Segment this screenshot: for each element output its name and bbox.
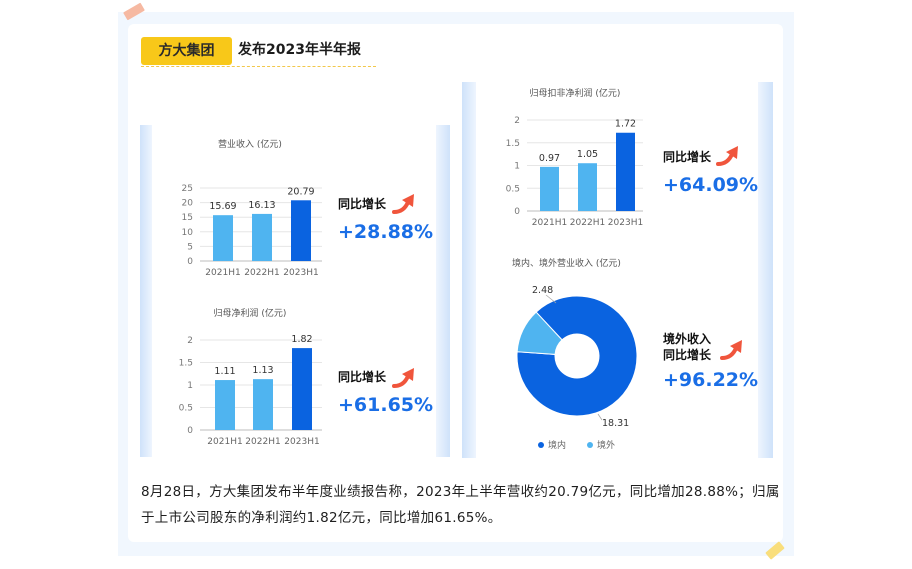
y-tick-label-revenue: 10 (182, 228, 194, 238)
y-tick-label-net-profit: 2 (187, 336, 193, 346)
growth-label-deducted-profit: 同比增长 (663, 149, 712, 164)
x-tick-label-deducted-profit: 2022H1 (570, 218, 605, 228)
bar-net-profit-2023H1 (292, 348, 312, 430)
left-panel-stripe-left (140, 125, 152, 457)
legend-marker-domestic (538, 442, 544, 448)
chart-title-deducted-profit: 归母扣非净利润 (亿元) (530, 87, 621, 99)
bar-deducted-profit-2022H1 (578, 163, 597, 211)
bar-revenue-2022H1 (252, 213, 272, 261)
x-tick-label-net-profit: 2022H1 (245, 437, 280, 447)
pie-leader-domestic (597, 413, 603, 421)
chart-title-revenue: 营业收入 (亿元) (218, 138, 282, 150)
y-tick-label-revenue: 15 (182, 213, 193, 223)
y-tick-label-net-profit: 1 (187, 381, 193, 391)
y-tick-label-revenue: 5 (187, 242, 193, 252)
y-tick-label-deducted-profit: 0.5 (506, 184, 520, 194)
x-tick-label-revenue: 2021H1 (205, 268, 240, 278)
y-tick-label-net-profit: 0.5 (179, 404, 193, 414)
right-panel-stripe-left (462, 82, 476, 458)
y-tick-label-net-profit: 1.5 (179, 359, 193, 369)
y-tick-label-revenue: 0 (187, 257, 193, 267)
growth-label-net-profit: 同比增长 (338, 369, 387, 384)
data-label-deducted-profit: 1.72 (615, 119, 636, 130)
x-tick-label-deducted-profit: 2021H1 (532, 218, 567, 228)
legend-marker-overseas (587, 442, 593, 448)
growth-arrow-net-profit (392, 374, 410, 388)
y-tick-label-deducted-profit: 1.5 (506, 139, 520, 149)
bar-net-profit-2022H1 (253, 379, 273, 430)
growth-arrow-net-profit-head (402, 368, 414, 381)
growth-value-net-profit: +61.65% (338, 394, 433, 416)
pie-label-overseas: 2.48 (532, 285, 553, 296)
bar-revenue-2023H1 (291, 200, 311, 261)
data-label-deducted-profit: 1.05 (577, 149, 598, 160)
growth-arrow-deducted-profit (716, 152, 734, 166)
growth-arrow-overseas (720, 346, 738, 360)
x-tick-label-net-profit: 2021H1 (207, 437, 242, 447)
left-panel-stripe-right (436, 125, 450, 457)
data-label-deducted-profit: 0.97 (539, 153, 560, 164)
chart-title-net-profit: 归母净利润 (亿元) (214, 307, 287, 319)
growth-value-revenue: +28.88% (338, 221, 433, 243)
y-tick-label-deducted-profit: 2 (514, 116, 520, 126)
chart-title-pie: 境内、境外营业收入 (亿元) (512, 257, 621, 269)
data-label-revenue: 20.79 (287, 186, 314, 197)
legend-label-domestic: 境内 (548, 439, 566, 451)
legend-label-overseas: 境外 (597, 439, 615, 451)
y-tick-label-deducted-profit: 0 (514, 207, 520, 217)
x-tick-label-deducted-profit: 2023H1 (608, 218, 643, 228)
right-panel-stripe-right (758, 82, 773, 458)
data-label-net-profit: 1.11 (214, 366, 235, 377)
bar-deducted-profit-2021H1 (540, 166, 559, 211)
data-label-revenue: 15.69 (209, 201, 236, 212)
x-tick-label-net-profit: 2023H1 (284, 437, 319, 447)
growth-label-revenue: 同比增长 (338, 196, 387, 211)
growth-label-overseas-line1: 境外收入 (663, 331, 711, 346)
summary-paragraph: 8月28日，方大集团发布半年度业绩报告称，2023年上半年营收约20.79亿元，… (141, 484, 780, 526)
growth-value-deducted-profit: +64.09% (663, 174, 758, 196)
growth-arrow-overseas-head (730, 340, 742, 353)
growth-arrow-deducted-profit-head (726, 146, 738, 159)
y-tick-label-revenue: 20 (182, 199, 194, 209)
pie-slice-境外 (516, 311, 563, 355)
x-tick-label-revenue: 2022H1 (244, 268, 279, 278)
growth-value-overseas: +96.22% (663, 369, 758, 391)
bar-net-profit-2021H1 (215, 380, 235, 430)
company-badge: 方大集团 (141, 37, 232, 65)
growth-arrow-revenue-head (402, 194, 414, 207)
headline: 发布2023年半年报 (238, 42, 361, 58)
y-tick-label-net-profit: 0 (187, 426, 193, 436)
y-tick-label-revenue: 25 (182, 184, 193, 194)
y-tick-label-deducted-profit: 1 (514, 162, 520, 172)
bar-deducted-profit-2023H1 (616, 132, 635, 211)
data-label-revenue: 16.13 (248, 200, 275, 211)
pie-leader-overseas (545, 294, 557, 304)
x-tick-label-revenue: 2023H1 (283, 268, 318, 278)
article-card (128, 24, 783, 542)
growth-label-overseas-line2: 同比增长 (663, 347, 712, 362)
data-label-net-profit: 1.82 (291, 334, 312, 345)
data-label-net-profit: 1.13 (252, 365, 273, 376)
growth-arrow-revenue (392, 200, 410, 214)
bar-revenue-2021H1 (213, 215, 233, 261)
pie-label-domestic: 18.31 (602, 418, 629, 429)
pie-slice-境内 (516, 295, 638, 417)
headline-underline (141, 66, 376, 67)
